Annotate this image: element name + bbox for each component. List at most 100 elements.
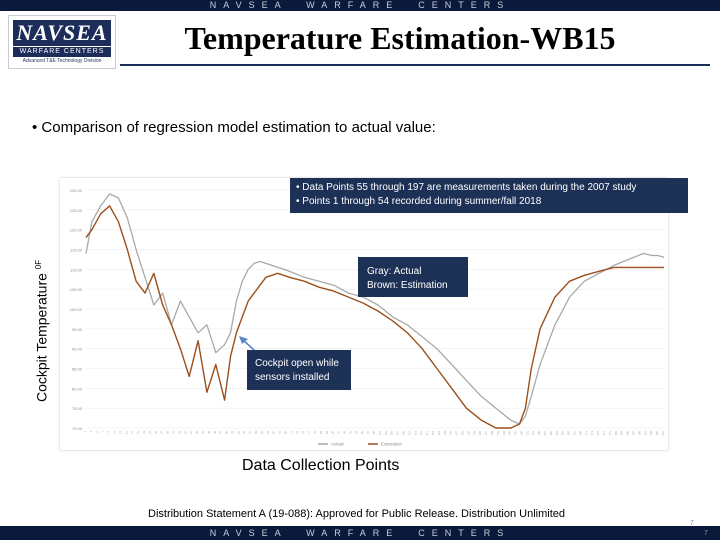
series-line-actual <box>85 193 665 425</box>
title-divider <box>120 64 710 66</box>
x-tick-label: 195 <box>655 430 659 435</box>
x-tick-label: 45 <box>213 430 217 433</box>
x-tick-label: 139 <box>490 430 494 435</box>
x-tick-label: 125 <box>449 430 453 435</box>
x-tick-label: 93 <box>354 430 358 433</box>
navsea-logo: NAVSEA WARFARE CENTERS Advanced T&E Tech… <box>8 15 116 69</box>
slide-title: Temperature Estimation-WB15 <box>184 20 616 56</box>
note-low-line-1: Cockpit open while <box>255 358 339 369</box>
y-tick-label: 80.00 <box>72 386 83 391</box>
top-banner <box>0 0 720 11</box>
bullet-text: • Comparison of regression model estimat… <box>32 119 436 136</box>
x-tick-label: 121 <box>437 430 441 435</box>
distribution-statement: Distribution Statement A (19-088): Appro… <box>148 508 565 520</box>
x-tick-label: 33 <box>177 430 181 433</box>
y-tick-label: 130.00 <box>70 188 83 193</box>
x-tick-label: 129 <box>460 430 464 435</box>
x-tick-label: 193 <box>649 430 653 435</box>
x-tick-label: 29 <box>166 430 170 433</box>
y-tick-label: 120.00 <box>70 228 83 233</box>
x-tick-label: 11 <box>112 430 116 433</box>
x-tick-label: 107 <box>396 430 400 435</box>
page-number-top: 7 <box>690 520 694 527</box>
legend-label: Estimation <box>381 442 403 447</box>
x-tick-label: 147 <box>514 430 518 435</box>
x-tick-label: 97 <box>366 430 370 433</box>
x-tick-label: 137 <box>484 430 488 435</box>
x-tick-label: 77 <box>307 430 311 433</box>
x-tick-label: 31 <box>171 430 175 433</box>
x-tick-label: 19 <box>136 430 140 433</box>
y-tick-label: 90.00 <box>72 347 83 352</box>
x-tick-label: 79 <box>313 430 317 433</box>
bottom-banner <box>0 526 720 540</box>
x-tick-label: 13 <box>118 430 122 433</box>
x-tick-label: 151 <box>525 430 529 435</box>
x-tick-label: 51 <box>230 430 234 433</box>
x-tick-label: 71 <box>289 430 293 433</box>
x-tick-label: 23 <box>148 430 152 433</box>
x-tick-label: 181 <box>614 430 618 435</box>
x-tick-label: 59 <box>254 430 258 433</box>
x-tick-label: 175 <box>596 430 600 435</box>
x-tick-label: 185 <box>626 430 630 435</box>
x-tick-label: 177 <box>602 430 606 435</box>
x-tick-label: 73 <box>295 430 299 433</box>
note-top-line-1: • Data Points 55 through 197 are measure… <box>296 182 637 193</box>
note-mid-line-2: Brown: Estimation <box>367 280 448 291</box>
x-tick-label: 17 <box>130 430 134 433</box>
x-tick-label: 7 <box>101 430 105 432</box>
x-tick-label: 123 <box>443 430 447 435</box>
x-tick-label: 61 <box>260 430 264 433</box>
note-mid-line-1: Gray: Actual <box>367 266 422 277</box>
x-tick-label: 187 <box>632 430 636 435</box>
x-tick-label: 145 <box>508 430 512 435</box>
x-tick-label: 197 <box>661 430 665 435</box>
x-tick-label: 25 <box>154 430 158 433</box>
x-tick-label: 169 <box>578 430 582 435</box>
logo-tagline: Advanced T&E Technology Division <box>22 58 102 64</box>
x-tick-label: 149 <box>519 430 523 435</box>
x-tick-label: 85 <box>331 430 335 433</box>
logo-subtitle: WARFARE CENTERS <box>13 47 111 57</box>
x-tick-label: 41 <box>201 430 205 433</box>
x-tick-label: 131 <box>466 430 470 435</box>
x-tick-label: 87 <box>337 430 341 433</box>
page-number-bottom: 7 <box>704 530 708 537</box>
note-legend-colors: Gray: Actual Brown: Estimation <box>358 257 468 297</box>
y-tick-label: 85.00 <box>72 367 83 372</box>
x-tick-label: 63 <box>266 430 270 433</box>
x-tick-label: 155 <box>537 430 541 435</box>
x-tick-label: 35 <box>183 430 187 433</box>
y-tick-label: 105.00 <box>70 287 83 292</box>
x-tick-label: 157 <box>543 430 547 435</box>
x-tick-label: 127 <box>455 430 459 435</box>
note-low-line-2: sensors installed <box>255 372 330 383</box>
x-tick-label: 165 <box>567 430 571 435</box>
x-tick-label: 21 <box>142 430 146 433</box>
x-tick-label: 37 <box>189 430 193 433</box>
x-tick-label: 43 <box>207 430 211 433</box>
x-tick-label: 105 <box>390 430 394 435</box>
x-tick-label: 75 <box>301 430 305 433</box>
x-tick-label: 49 <box>225 430 229 433</box>
x-tick-label: 47 <box>219 430 223 433</box>
y-tick-label: 125.00 <box>70 208 83 213</box>
x-tick-label: 53 <box>236 430 240 433</box>
top-banner-text: NAVSEA WARFARE CENTERS <box>209 0 511 10</box>
x-tick-label: 83 <box>325 430 329 433</box>
x-tick-label: 109 <box>401 430 405 435</box>
x-tick-label: 81 <box>319 430 323 433</box>
x-tick-label: 183 <box>620 430 624 435</box>
x-tick-label: 113 <box>413 430 417 435</box>
bottom-banner-text: NAVSEA WARFARE CENTERS <box>209 528 511 538</box>
x-tick-label: 111 <box>407 430 411 434</box>
x-tick-label: 39 <box>195 430 199 433</box>
x-tick-label: 1 <box>83 430 87 432</box>
x-tick-label: 143 <box>502 430 506 435</box>
series-line-estimation <box>85 205 664 429</box>
x-tick-label: 99 <box>372 430 376 433</box>
x-tick-label: 173 <box>590 430 594 435</box>
x-tick-label: 95 <box>360 430 364 433</box>
x-tick-label: 103 <box>384 430 388 435</box>
